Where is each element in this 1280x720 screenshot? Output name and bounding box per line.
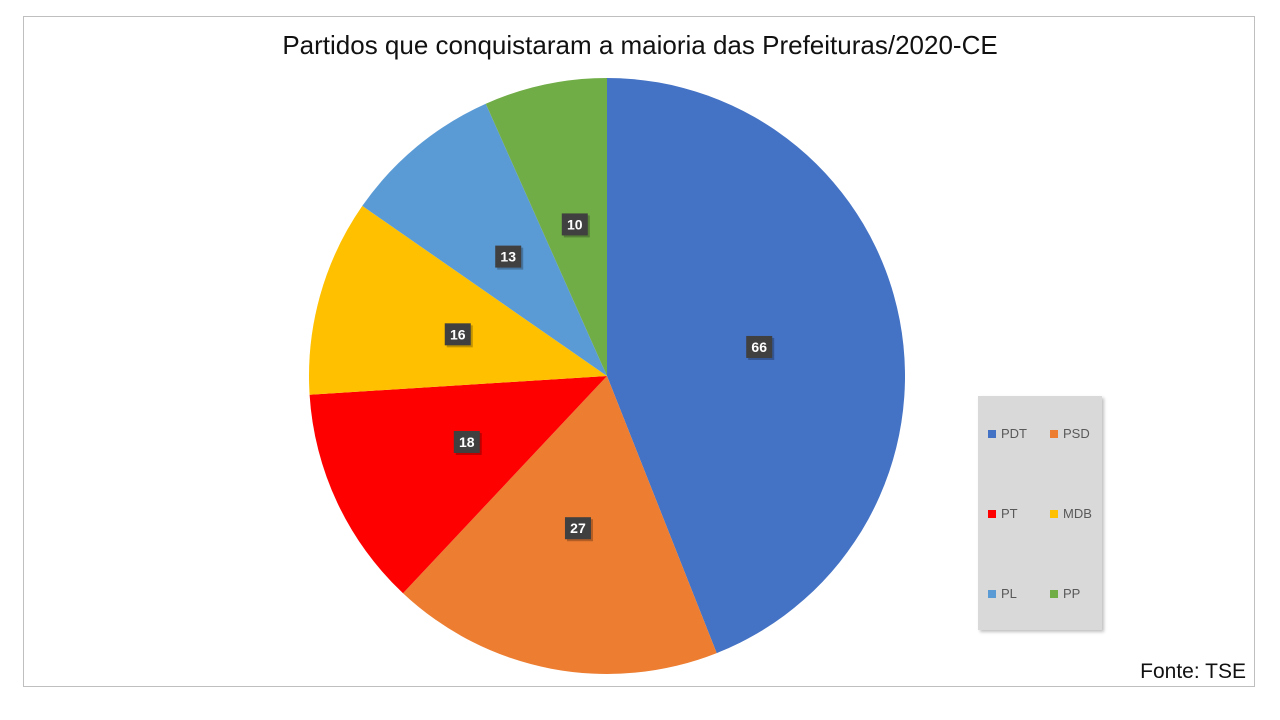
legend-item-mdb: MDB (1050, 506, 1092, 521)
pie-slice-psd (403, 376, 717, 674)
data-label-mdb: 16 (444, 323, 473, 348)
svg-text:27: 27 (570, 520, 586, 536)
legend: PDT PSD PT MDB PL PP (978, 396, 1102, 630)
pie-slice-pl (362, 103, 607, 376)
legend-swatch (988, 429, 996, 438)
svg-text:16: 16 (450, 326, 466, 342)
data-label-pdt: 66 (746, 335, 775, 360)
legend-label: PSD (1063, 426, 1090, 441)
data-label-pp: 10 (561, 213, 590, 238)
legend-swatch (1050, 509, 1058, 518)
legend-swatch (1050, 589, 1058, 598)
legend-label: PP (1063, 586, 1081, 601)
pie-slice-mdb (309, 205, 607, 395)
legend-item-pdt: PDT (988, 426, 1027, 441)
legend-label: MDB (1063, 506, 1092, 521)
data-label-psd: 27 (564, 517, 593, 542)
legend-item-pl: PL (988, 586, 1017, 601)
legend-swatch (1050, 429, 1058, 438)
legend-swatch (988, 509, 996, 518)
legend-item-pp: PP (1050, 586, 1080, 601)
svg-text:66: 66 (751, 339, 767, 355)
legend-label: PL (1001, 586, 1017, 601)
svg-text:18: 18 (459, 434, 475, 450)
legend-item-pt: PT (988, 506, 1018, 521)
data-label-pl: 13 (495, 245, 524, 270)
pie-slice-pp (485, 78, 607, 376)
chart-title: Partidos que conquistaram a maioria das … (282, 30, 998, 60)
legend-label: PDT (1001, 426, 1027, 441)
data-label-pt: 18 (453, 430, 482, 455)
svg-text:10: 10 (567, 216, 583, 232)
legend-swatch (988, 589, 996, 598)
pie-slice-pdt (607, 78, 905, 654)
svg-text:13: 13 (500, 249, 516, 265)
legend-label: PT (1001, 506, 1018, 521)
legend-item-psd: PSD (1050, 426, 1090, 441)
source-note: Fonte: TSE (1140, 660, 1246, 683)
pie-slice-pt (309, 376, 607, 594)
